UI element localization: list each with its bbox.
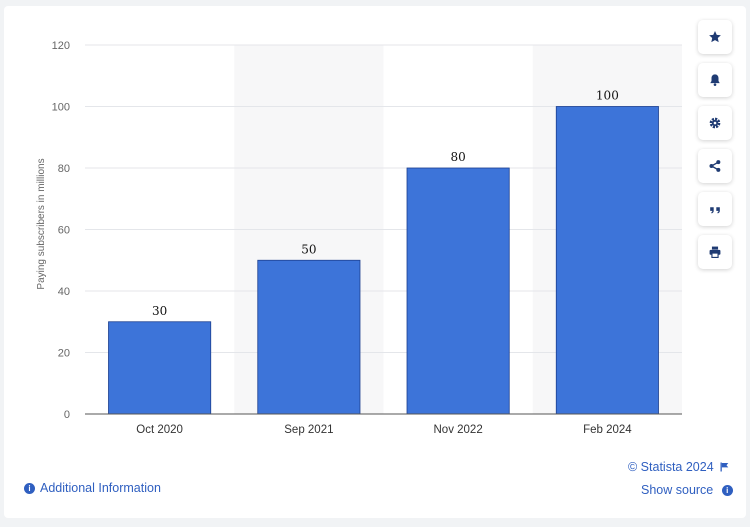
data-label: 50 bbox=[301, 242, 316, 256]
bar-nov-2022 bbox=[406, 167, 510, 415]
notification-button[interactable] bbox=[698, 63, 732, 97]
data-label: 80 bbox=[450, 150, 465, 164]
star-icon bbox=[709, 31, 721, 43]
bar-feb-2024 bbox=[555, 106, 659, 415]
copyright-link[interactable]: © Statista 2024 bbox=[628, 460, 729, 474]
favorite-button[interactable] bbox=[698, 20, 732, 54]
share-button[interactable] bbox=[698, 149, 732, 183]
data-label: 30 bbox=[152, 304, 167, 318]
y-tick-label: 80 bbox=[58, 163, 70, 175]
additional-information-link[interactable]: i Additional Information bbox=[24, 481, 161, 495]
info-icon: i bbox=[721, 485, 733, 496]
x-tick-label: Nov 2022 bbox=[434, 424, 483, 436]
gear-icon bbox=[709, 117, 721, 129]
cite-button[interactable] bbox=[698, 192, 732, 226]
bell-icon bbox=[710, 74, 720, 86]
y-tick-label: 120 bbox=[52, 40, 70, 52]
y-tick-label: 0 bbox=[64, 409, 70, 421]
show-source-text: Show source bbox=[641, 483, 714, 497]
share-icon bbox=[709, 160, 721, 172]
x-tick-label: Oct 2020 bbox=[136, 424, 183, 436]
y-tick-label: 40 bbox=[58, 286, 70, 298]
info-icon: i bbox=[24, 483, 35, 494]
copyright-text: © Statista 2024 bbox=[628, 460, 714, 474]
y-tick-label: 100 bbox=[52, 102, 70, 114]
show-source-link[interactable]: Show source i bbox=[641, 483, 733, 497]
settings-button[interactable] bbox=[698, 106, 732, 140]
print-button[interactable] bbox=[698, 235, 732, 269]
x-tick-label: Feb 2024 bbox=[583, 424, 632, 436]
y-tick-label: 60 bbox=[58, 225, 70, 237]
y-tick-label: 20 bbox=[58, 348, 70, 360]
data-label: 100 bbox=[596, 89, 619, 103]
y-axis-label: Paying subscribers in millions bbox=[36, 158, 47, 289]
additional-information-text: Additional Information bbox=[40, 481, 161, 495]
bar-sep-2021 bbox=[257, 259, 361, 415]
flag-icon bbox=[720, 462, 729, 472]
x-tick-label: Sep 2021 bbox=[284, 424, 333, 436]
print-icon bbox=[709, 246, 721, 258]
bar-oct-2020 bbox=[108, 321, 212, 415]
quote-icon bbox=[710, 207, 720, 214]
